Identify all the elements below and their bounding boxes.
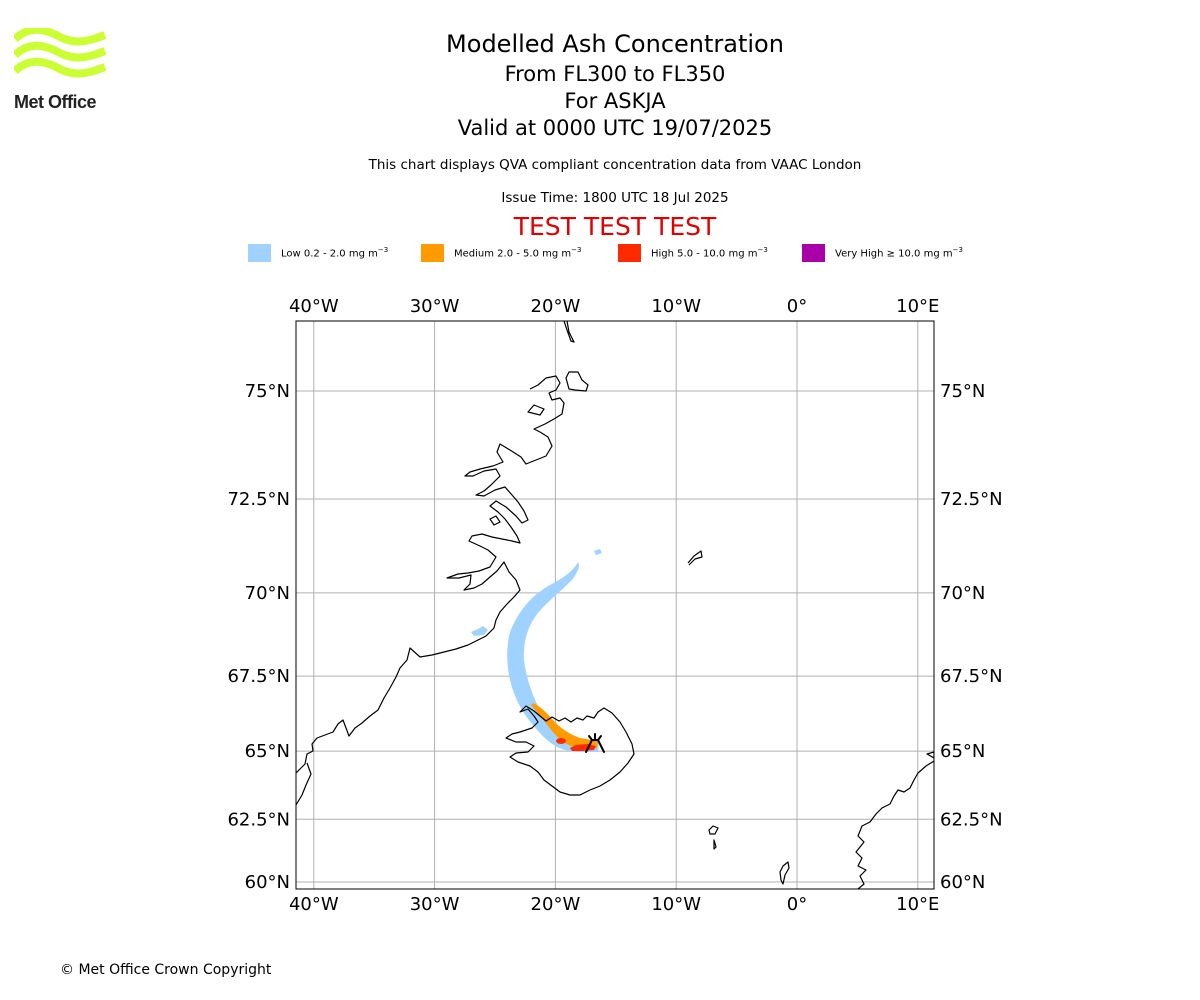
lon-label-bottom: 0°: [787, 894, 807, 915]
issue-time: Issue Time: 1800 UTC 18 Jul 2025: [501, 190, 729, 206]
legend-item-very-high: Very High ≥ 10.0 mg m−3: [802, 244, 963, 262]
legend-exp-medium: −3: [571, 246, 582, 255]
ash-plume-low-fragment-west: [471, 626, 488, 636]
valid-time: Valid at 0000 UTC 19/07/2025: [457, 116, 773, 140]
ash-plume-low: [507, 562, 599, 752]
ash-plume-high-spot: [556, 738, 566, 744]
coastlines: [296, 321, 934, 889]
lat-label-right: 67.5°N: [940, 666, 1003, 687]
coastline-greenland: [296, 321, 575, 806]
copyright: © Met Office Crown Copyright: [60, 962, 272, 978]
lat-label-left: 70°N: [245, 583, 290, 604]
lat-label-left: 62.5°N: [227, 809, 290, 830]
legend-item-high: High 5.0 - 10.0 mg m−3: [618, 244, 768, 262]
lon-label-top: 20°W: [531, 296, 581, 317]
map-gridlines: [296, 321, 934, 889]
lat-label-left: 60°N: [245, 872, 290, 893]
coastline-jan-mayen: [687, 550, 703, 566]
lat-label-right: 75°N: [940, 381, 985, 402]
coastline-norway: [855, 760, 934, 889]
met-office-waves-icon: [12, 25, 107, 78]
legend-exp-low: −3: [377, 246, 389, 255]
legend-label-high: High 5.0 - 10.0 mg m: [651, 248, 758, 260]
lat-label-right: 65°N: [940, 741, 985, 762]
legend-label-very-high: Very High ≥ 10.0 mg m: [835, 248, 953, 260]
legend-label-low: Low 0.2 - 2.0 mg m: [281, 248, 378, 260]
legend-exp-very-high: −3: [952, 246, 963, 255]
legend-item-medium: Medium 2.0 - 5.0 mg m−3: [421, 244, 581, 262]
lon-label-bottom: 20°W: [531, 894, 581, 915]
flight-levels: From FL300 to FL350: [504, 62, 726, 86]
legend-exp-high: −3: [757, 246, 768, 255]
lon-label-top: 10°E: [896, 296, 939, 317]
lat-label-left: 75°N: [245, 381, 290, 402]
test-banner: TEST TEST TEST: [513, 212, 717, 241]
ash-plume-low-fragment-east: [594, 549, 602, 555]
lon-label-bottom: 10°W: [651, 894, 701, 915]
map-tick-labels: 40°W 40°W 30°W 30°W 20°W 20°W 10°W 10°W 0° 0° 10°E…: [227, 296, 1002, 915]
lat-label-right: 70°N: [940, 583, 985, 604]
coastline-iceland: [505, 705, 635, 796]
coastline-faroes: [708, 825, 719, 850]
coastline-shetland: [779, 861, 790, 885]
legend-swatch-high: [618, 244, 641, 262]
concentration-legend: Low 0.2 - 2.0 mg m−3 Medium 2.0 - 5.0 mg…: [0, 244, 1200, 264]
chart-description: This chart displays QVA compliant concen…: [368, 157, 862, 173]
lat-label-right: 60°N: [940, 872, 985, 893]
lon-label-top: 30°W: [410, 296, 460, 317]
lat-label-right: 72.5°N: [940, 489, 1003, 510]
met-office-logo: Met Office: [12, 25, 107, 112]
logo-text: Met Office: [14, 92, 97, 112]
legend-swatch-medium: [421, 244, 444, 262]
lon-label-bottom: 30°W: [410, 894, 460, 915]
lon-label-top: 10°W: [651, 296, 701, 317]
lon-label-top: 0°: [787, 296, 807, 317]
lat-label-left: 67.5°N: [227, 666, 290, 687]
legend-label-medium: Medium 2.0 - 5.0 mg m: [454, 248, 572, 260]
legend-item-low: Low 0.2 - 2.0 mg m−3: [248, 244, 388, 262]
lat-label-right: 62.5°N: [940, 809, 1003, 830]
lat-label-left: 65°N: [245, 741, 290, 762]
lat-label-left: 72.5°N: [227, 489, 290, 510]
lon-label-top: 40°W: [289, 296, 339, 317]
legend-swatch-low: [248, 244, 271, 262]
chart-title: Modelled Ash Concentration: [446, 30, 784, 58]
volcano-icon: [585, 733, 605, 753]
map-frame: [295, 320, 935, 890]
lon-label-bottom: 40°W: [289, 894, 339, 915]
lon-label-bottom: 10°E: [896, 894, 939, 915]
legend-swatch-very-high: [802, 244, 825, 262]
ash-plume-medium: [531, 703, 598, 748]
volcano-name: For ASKJA: [564, 89, 666, 113]
